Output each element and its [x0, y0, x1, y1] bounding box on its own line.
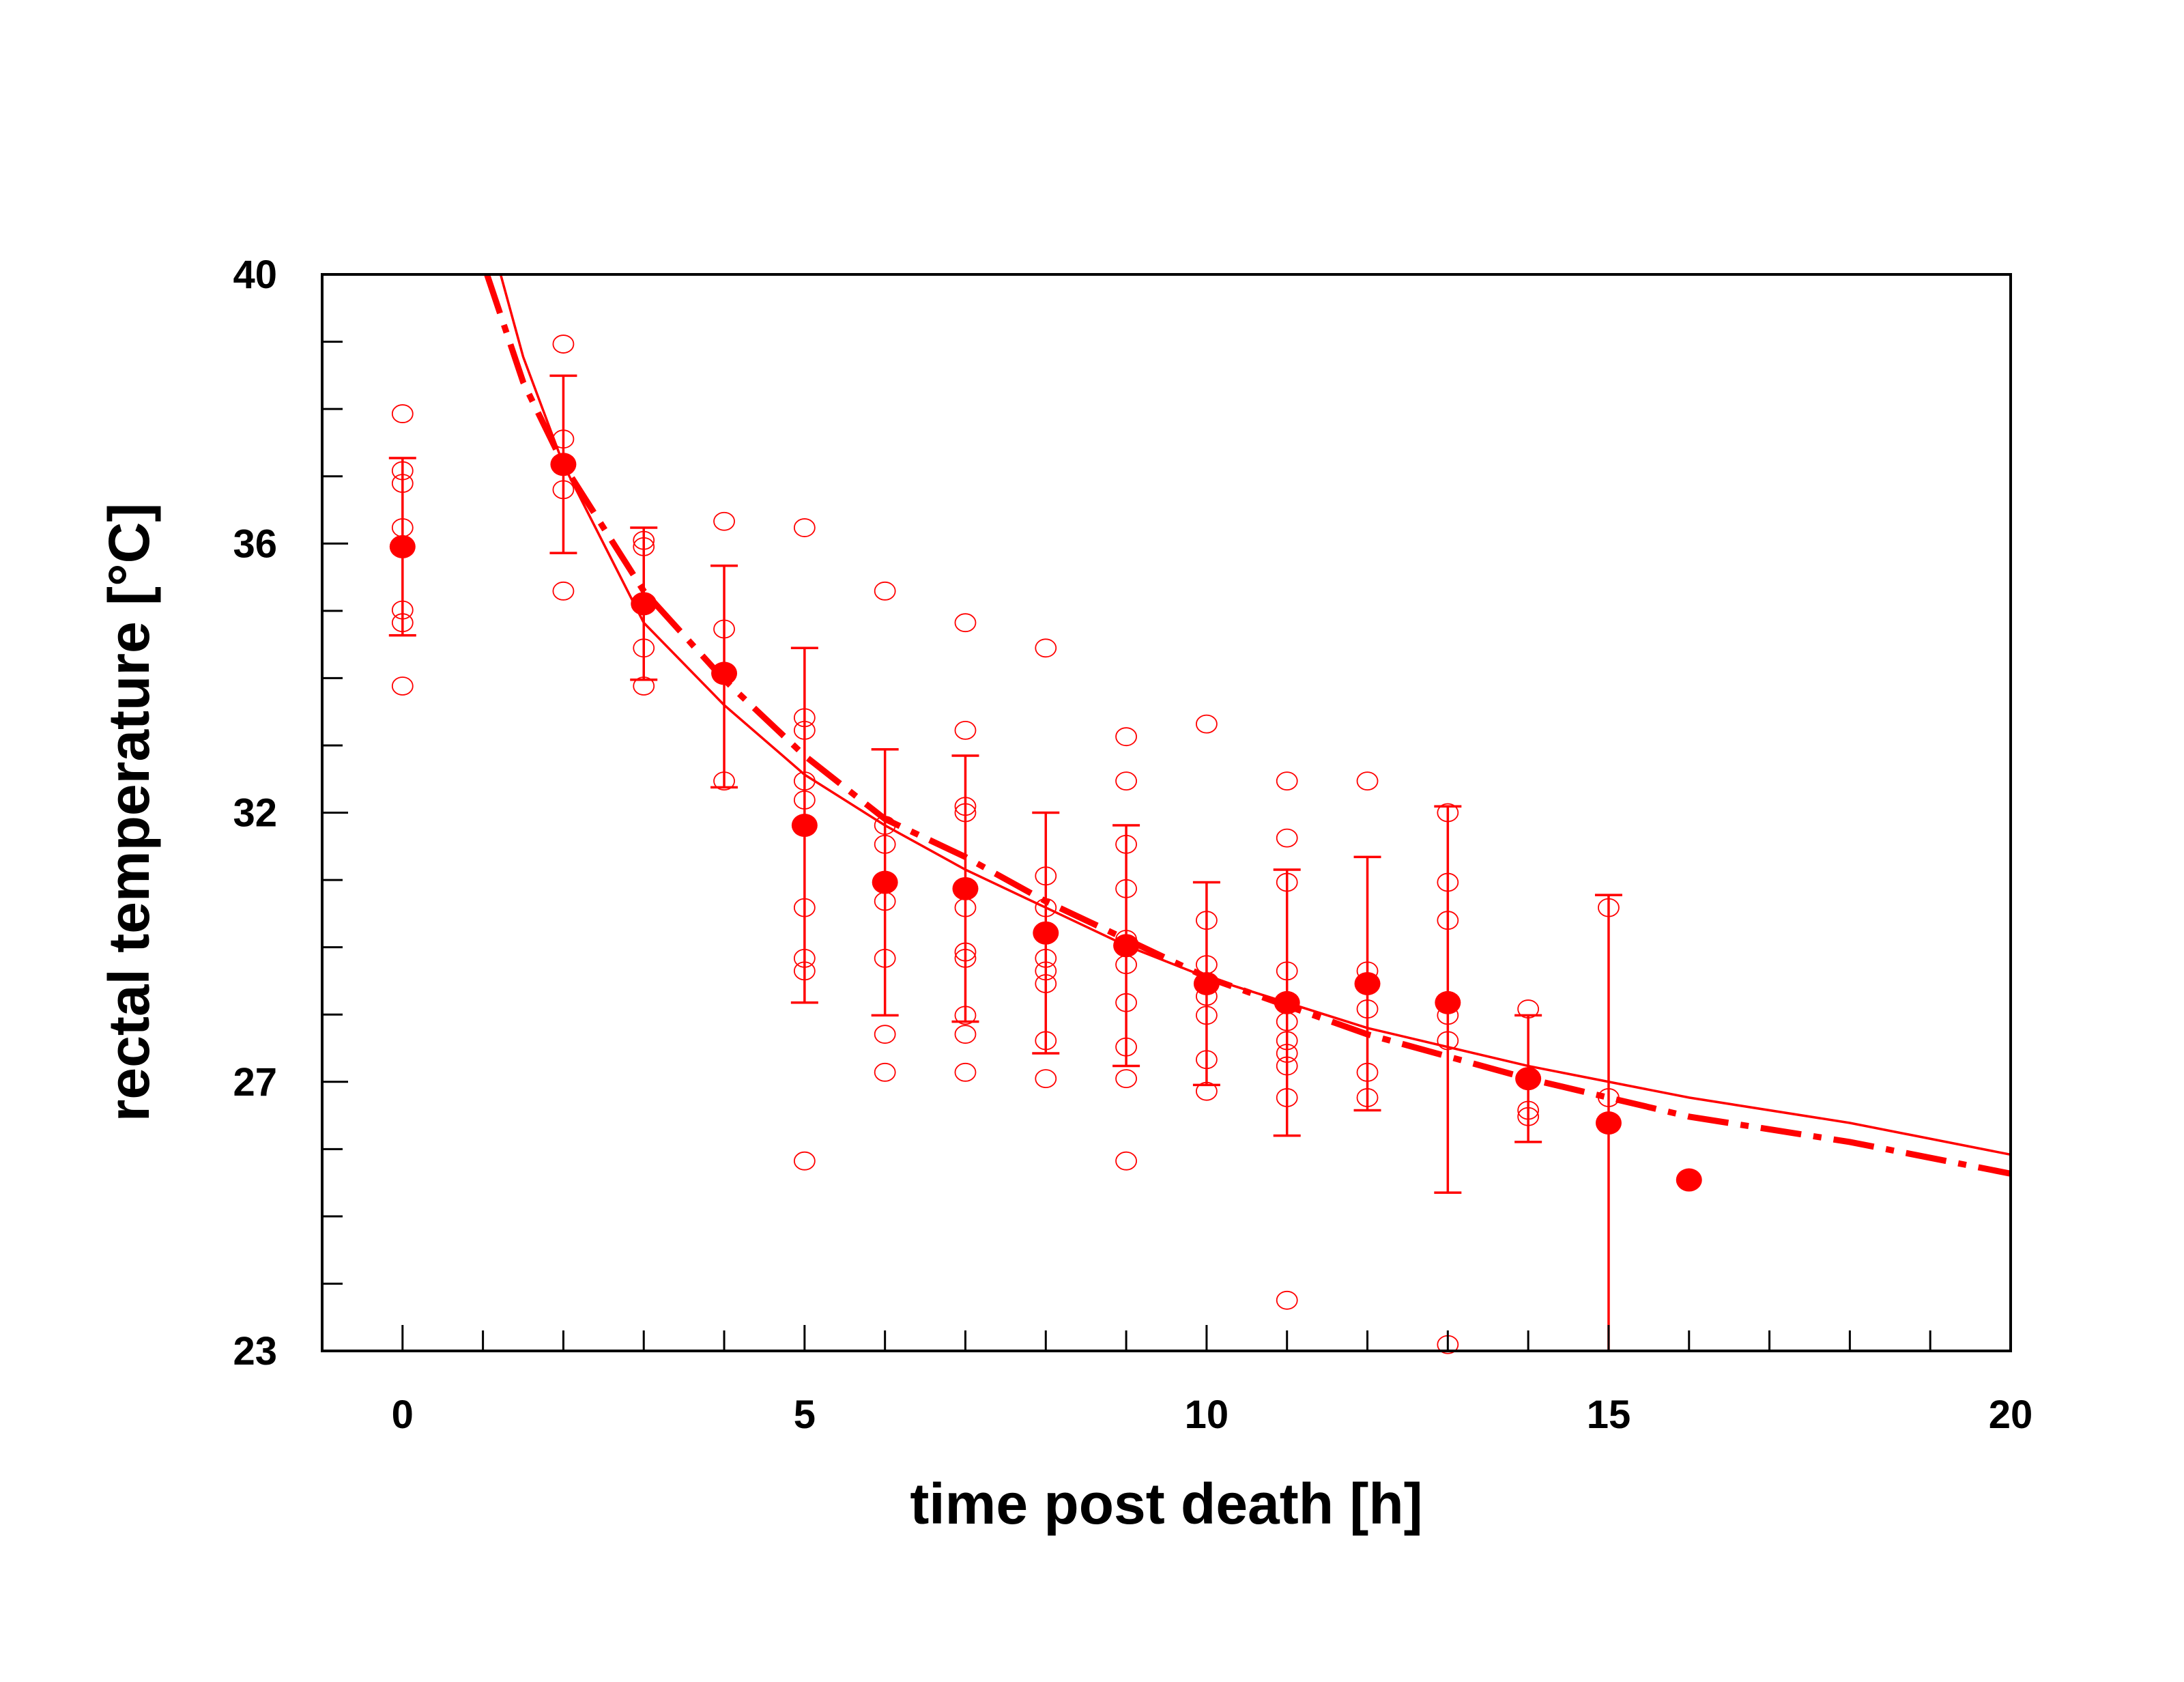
individual-point	[1276, 771, 1298, 791]
individual-point	[1276, 1290, 1298, 1310]
individual-point	[793, 1151, 816, 1171]
x-tick-label: 20	[1989, 1393, 2033, 1437]
individual-point	[713, 511, 735, 531]
mean-point	[1595, 1111, 1622, 1135]
x-tick-label: 15	[1587, 1393, 1631, 1437]
mean-point	[1033, 921, 1059, 945]
x-tick-label: 10	[1185, 1393, 1229, 1437]
axis-ticks: 0 5 10 15 20 40 36 32 27 23	[233, 253, 2032, 1437]
mean-point	[1354, 971, 1381, 995]
mean-point	[872, 870, 898, 894]
individual-point	[954, 613, 977, 633]
y-tick-label: 36	[233, 522, 277, 566]
mean-point	[1274, 990, 1300, 1014]
y-tick-label: 27	[233, 1060, 277, 1104]
mean-point	[631, 592, 657, 616]
individual-point	[1035, 1069, 1057, 1089]
individual-point	[954, 721, 977, 740]
individual-point	[552, 334, 575, 354]
mean-point	[550, 453, 577, 476]
individual-point	[552, 581, 575, 601]
individual-point	[1356, 771, 1379, 791]
mean-point	[389, 534, 416, 558]
individual-point	[793, 518, 816, 537]
y-tick-label: 23	[233, 1329, 277, 1373]
mean-point	[1515, 1067, 1542, 1091]
y-tick-label: 40	[233, 253, 277, 297]
mean-point	[1193, 971, 1220, 995]
mean-point	[711, 661, 738, 685]
mean-point	[1113, 934, 1140, 958]
individual-point	[1196, 714, 1218, 734]
y-axis-title: rectal temperature [°C]	[97, 503, 161, 1122]
y-tick-label: 32	[233, 791, 277, 836]
individual-point	[874, 581, 896, 601]
plot-marks	[388, 274, 2011, 1354]
individual-point	[1115, 1151, 1137, 1171]
x-tick-label: 5	[794, 1393, 816, 1437]
individual-point	[391, 676, 414, 696]
individual-point	[391, 404, 414, 423]
individual-point	[874, 1062, 896, 1082]
mean-point	[1676, 1168, 1702, 1192]
individual-point	[1115, 1069, 1137, 1089]
x-axis-title: time post death [h]	[910, 1472, 1422, 1536]
individual-point	[954, 1062, 977, 1082]
individual-point	[1035, 638, 1057, 658]
individual-point	[1276, 828, 1298, 848]
fit-curve-dash-dot	[484, 274, 2011, 1177]
individual-point	[1115, 771, 1137, 791]
x-tick-label: 0	[392, 1393, 414, 1437]
individual-point	[1115, 727, 1137, 747]
mean-point	[1435, 990, 1461, 1014]
individual-point	[954, 1025, 977, 1044]
mean-point	[952, 876, 979, 900]
individual-point	[874, 1025, 896, 1044]
mean-point	[791, 814, 818, 838]
